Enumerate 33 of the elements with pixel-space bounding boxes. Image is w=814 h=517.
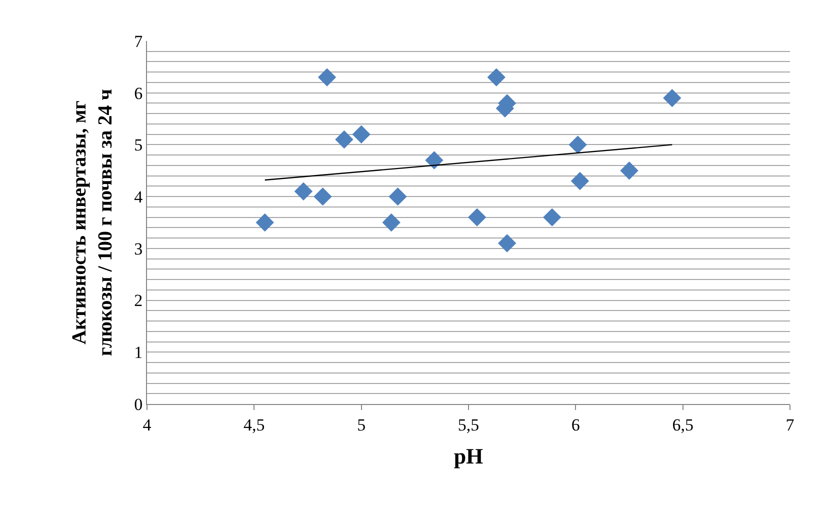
x-tick-label: 5,5 xyxy=(458,415,480,434)
y-axis-title: Активность инвертазы, мг глюкозы / 100 г почвы за 24 ч xyxy=(68,88,117,356)
x-tick-label: 4,5 xyxy=(244,415,265,434)
point xyxy=(498,234,516,252)
y-tick-label: 6 xyxy=(134,84,143,103)
y-tick-label: 2 xyxy=(134,291,143,310)
y-tick-label: 5 xyxy=(134,136,143,155)
point xyxy=(256,213,274,232)
point xyxy=(570,172,590,190)
y-tick-label: 3 xyxy=(134,239,143,258)
point xyxy=(663,88,682,108)
x-tick-label: 7 xyxy=(786,415,795,434)
point xyxy=(468,208,486,226)
point xyxy=(318,68,336,86)
point xyxy=(352,125,370,144)
point xyxy=(335,130,354,149)
y-tick-label: 4 xyxy=(134,188,144,207)
x-axis-title: pH xyxy=(454,443,484,468)
x-tick-label: 6,5 xyxy=(672,415,694,434)
x-tick-label: 5 xyxy=(357,415,366,434)
point xyxy=(425,151,444,170)
point xyxy=(388,187,407,206)
y-tick-label: 0 xyxy=(134,394,143,414)
point xyxy=(382,213,400,232)
point xyxy=(314,187,332,206)
point xyxy=(620,162,638,180)
y-tick-label: 7 xyxy=(134,32,144,51)
point xyxy=(568,136,587,154)
x-tick-label: 6 xyxy=(571,415,580,434)
y-tick-label: 1 xyxy=(134,343,143,362)
point xyxy=(542,208,562,226)
point xyxy=(487,68,506,86)
point xyxy=(294,182,313,200)
